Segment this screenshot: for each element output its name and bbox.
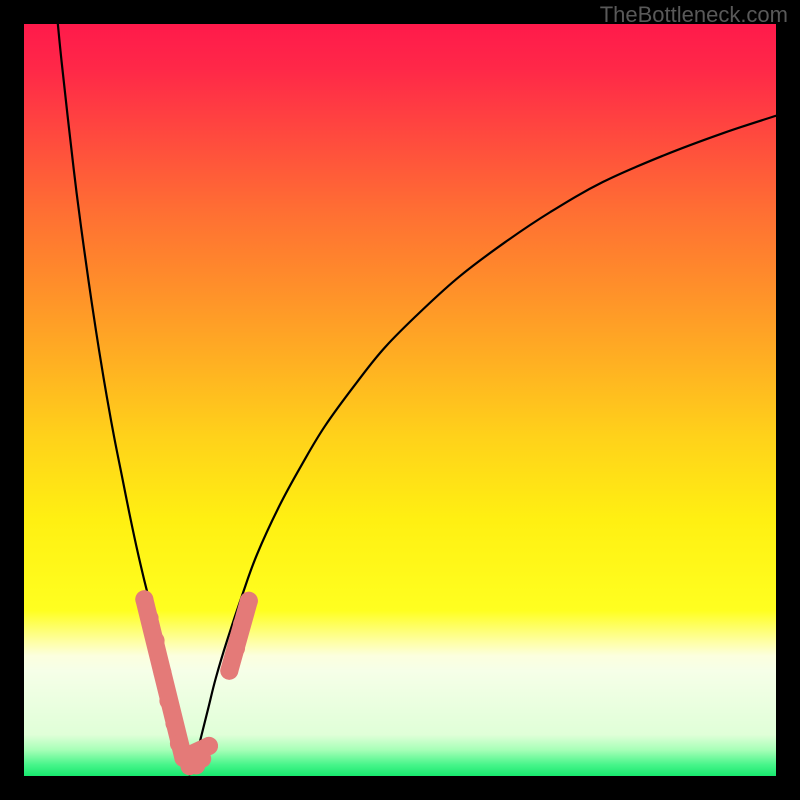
overlay-dot-3 [153,663,171,681]
bottleneck-chart [24,24,776,776]
overlay-dot-1 [141,609,159,627]
curve-right [189,116,776,775]
overlay-dot-14 [233,615,251,633]
overlay-connector-2 [229,601,249,671]
attribution-text: TheBottleneck.com [600,2,788,28]
overlay-dot-5 [165,714,183,732]
overlay-dot-15 [240,592,258,610]
overlay-dot-4 [159,692,177,710]
curve-left [58,24,190,775]
stage: TheBottleneck.com [0,0,800,800]
overlay-dot-2 [147,632,165,650]
plot-area [24,24,776,776]
overlay-dot-12 [220,662,238,680]
overlay-dot-0 [135,590,153,608]
overlay-dot-13 [227,639,245,657]
overlay-dot-11 [200,737,218,755]
